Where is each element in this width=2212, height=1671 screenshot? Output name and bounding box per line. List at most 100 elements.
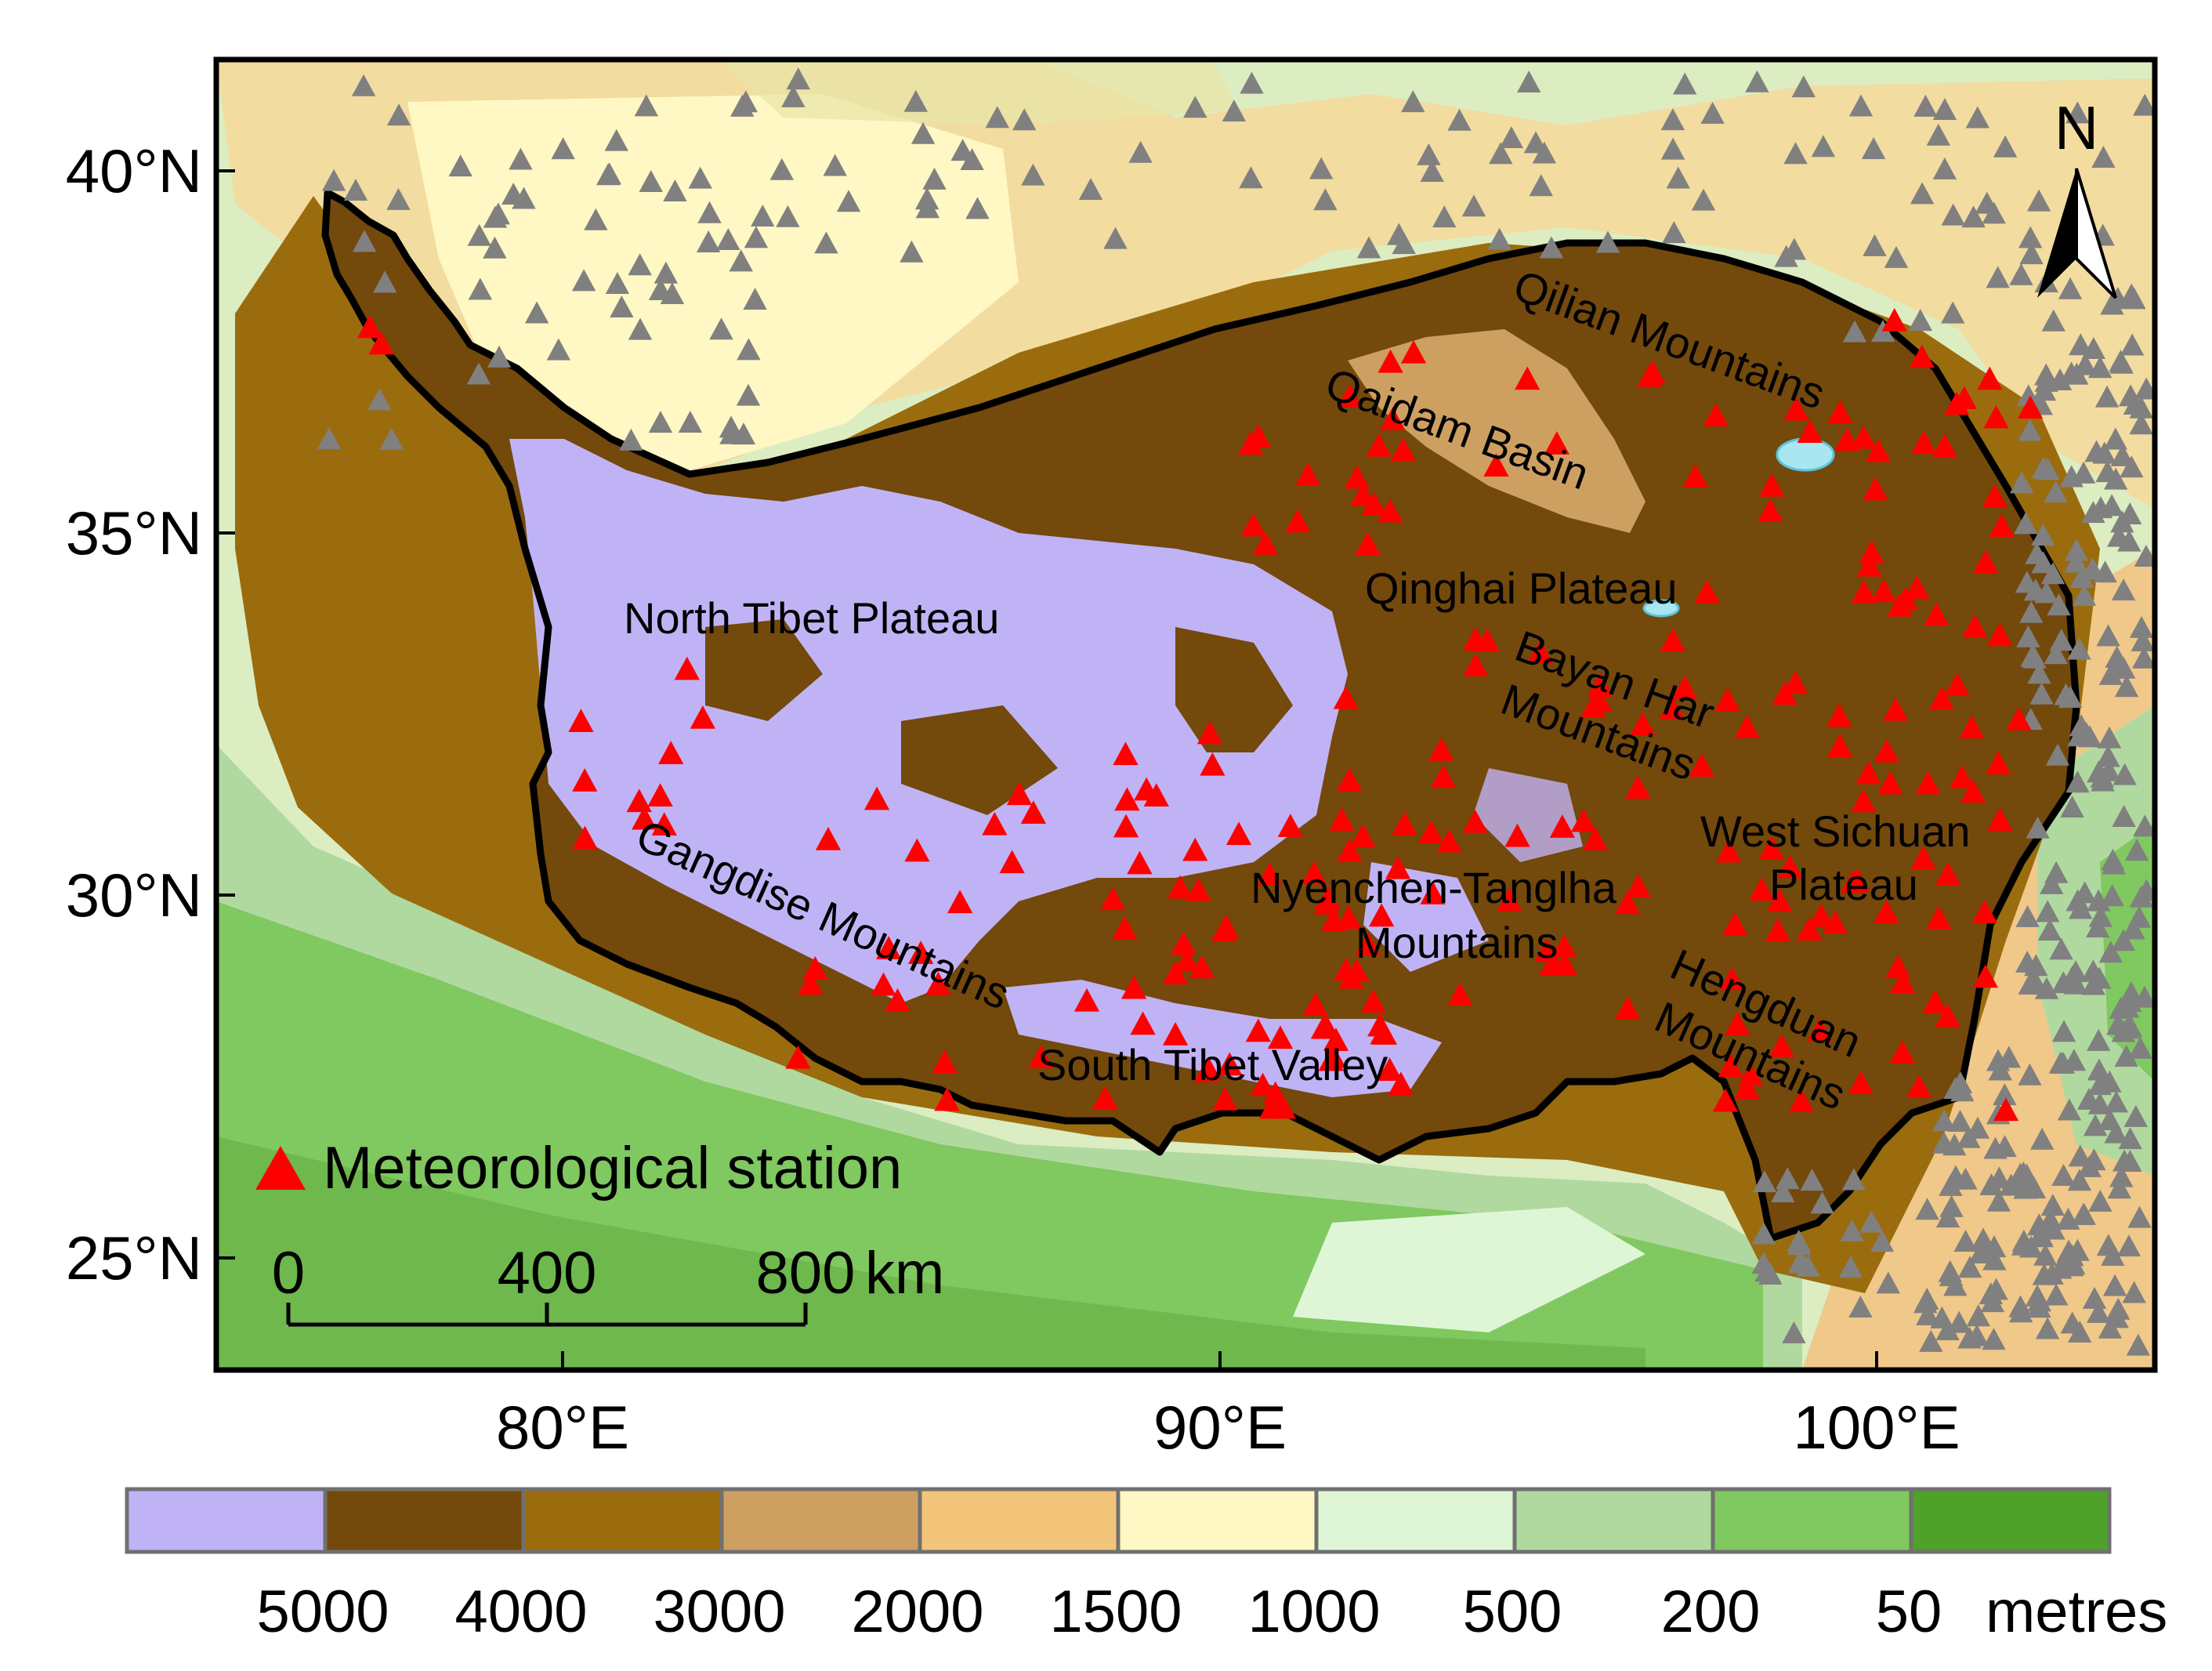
station-marker [1361,491,1388,516]
station-marker [1971,1227,1996,1250]
station-marker [1722,912,1748,936]
plateau-boundary [321,189,2080,1242]
station-marker [1949,764,1975,788]
station-marker [1989,513,2015,538]
station-marker [2104,1090,2129,1113]
station-marker [2015,1163,2039,1186]
station-marker [483,236,507,259]
station-marker [1371,1021,1398,1045]
station-marker [501,182,526,205]
station-marker [947,890,973,914]
station-marker [1935,1003,1960,1028]
station-marker [1171,931,1197,955]
station-marker [373,270,397,293]
station-marker [1378,498,1403,523]
station-marker [2044,861,2069,883]
label-north-tibet-plateau: North Tibet Plateau [624,593,999,643]
station-marker [1855,760,1881,785]
station-marker [1932,157,1957,179]
station-marker [1993,1135,2017,1158]
station-marker [1222,100,1247,122]
north-arrow-icon: N [2037,93,2117,299]
station-marker [1881,307,1907,332]
station-marker [2018,419,2042,441]
station-marker [1987,622,2013,647]
station-marker [2014,512,2038,535]
station-marker [2132,646,2155,669]
station-marker [483,205,508,228]
station-marker [1811,135,1836,158]
station-marker [1127,850,1153,875]
station-marker [2036,458,2060,480]
station-marker [1966,1304,1991,1327]
station-marker [1294,462,1321,486]
scale-unit: km [865,1240,944,1307]
station-marker [1672,675,1698,699]
station-marker [911,121,936,144]
station-marker [2103,427,2128,450]
station-marker [1758,836,1785,860]
station-marker [1986,751,2011,775]
label-nyenchen-tanglha: Nyenchen-Tanglha [1251,863,1617,912]
station-marker [1807,1017,1833,1042]
station-marker [1682,464,1708,488]
station-marker [1915,1198,1939,1220]
station-marker [546,338,571,361]
station-marker [1935,1318,1960,1340]
station-marker [1483,453,1509,477]
station-marker [2029,682,2054,705]
colorbar-swatch [1711,1487,1913,1554]
station-marker [2134,377,2155,400]
station-marker [1931,433,1957,458]
label-nyenchen-mountains: Mountains [1356,918,1558,967]
scale-bar: 0 400 800 km [272,1240,944,1327]
station-marker [1962,614,1988,638]
station-marker [2081,959,2105,982]
station-marker [2025,542,2049,564]
station-marker [674,656,700,680]
station-marker [1932,1109,1957,1132]
station-marker [2109,1165,2134,1187]
station-marker [1982,1248,2007,1270]
station-marker [551,137,575,160]
station-marker [1800,1169,1824,1191]
station-marker [1941,203,1965,226]
lat-label-35: 35°N [66,498,202,567]
station-marker [2106,1013,2131,1035]
station-marker [2091,145,2116,168]
station-marker [1751,1222,1776,1245]
station-marker [651,812,677,836]
station-marker [1714,687,1740,712]
station-marker [2067,637,2091,660]
scale-tick-0: 0 [272,1240,305,1307]
station-marker [2131,629,2155,652]
station-marker [1217,1052,1243,1076]
station-marker [2087,1092,2112,1115]
station-marker [1911,430,1937,455]
station-marker [2129,412,2153,435]
station-marker [386,103,411,126]
station-marker [628,317,653,340]
station-marker [1769,1033,1795,1057]
station-marker [572,825,598,850]
station-marker [2107,1176,2132,1199]
station-marker [1213,915,1240,938]
station-marker [1851,579,1877,604]
station-marker [802,955,828,980]
station-marker [2049,629,2073,651]
station-marker [1078,177,1103,200]
station-marker [2018,1063,2042,1086]
station-marker [1662,221,1686,244]
station-marker [2058,277,2083,299]
station-marker [744,226,769,248]
station-marker [2098,1316,2123,1339]
station-marker [1570,808,1597,832]
station-marker [1957,1256,1982,1278]
station-marker [1948,1109,1972,1132]
station-marker [1745,70,1769,92]
station-marker [1504,823,1530,847]
station-marker [1356,236,1381,259]
station-marker [1337,384,1363,408]
station-marker [1703,403,1729,427]
station-marker [1870,1230,1895,1252]
